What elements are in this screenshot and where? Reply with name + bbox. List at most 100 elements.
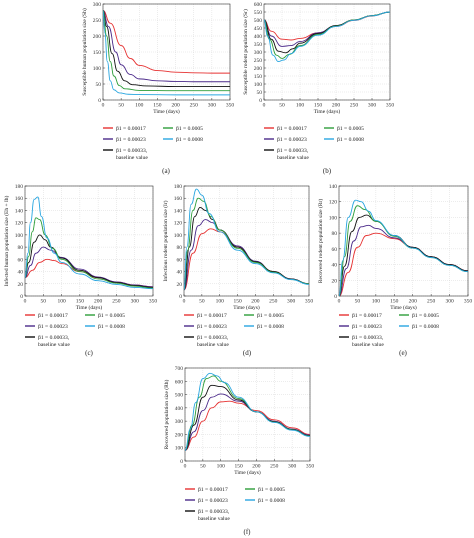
y-tick-label: 0 bbox=[98, 98, 101, 104]
x-tick-label: 50 bbox=[279, 103, 285, 109]
legend-entry: β1 = 0.0005 bbox=[245, 487, 285, 493]
series-line-3 bbox=[185, 384, 310, 451]
y-tick-label: 40 bbox=[332, 263, 338, 269]
x-tick-label: 50 bbox=[355, 299, 361, 305]
x-axis-label: Time (days) bbox=[76, 304, 103, 311]
legend-label-sub: baseline value bbox=[277, 155, 309, 161]
plot-frame bbox=[338, 185, 469, 297]
chart-panel-a: 0 50 100 150 200 250 300 350 0 50 100 150 200 250 300 T… bbox=[81, 2, 234, 175]
legend-label: β1 = 0.00023 bbox=[352, 324, 382, 330]
x-tick-label: 0 bbox=[102, 103, 105, 109]
y-axis-label: Recovered population size (Rh) bbox=[163, 379, 170, 449]
legend-label-sub: baseline value bbox=[38, 342, 70, 348]
x-tick-label: 250 bbox=[350, 103, 359, 109]
legend-label: β1 = 0.0005 bbox=[98, 313, 125, 319]
x-tick-label: 200 bbox=[94, 299, 103, 305]
y-axis-label: Infected human population size (Eh + Ih) bbox=[3, 195, 10, 286]
x-tick-label: 50 bbox=[41, 299, 47, 305]
y-tick-label: 250 bbox=[254, 58, 263, 64]
x-tick-label: 300 bbox=[288, 464, 297, 470]
legend-label: β1 = 0.00017 bbox=[197, 313, 227, 319]
legend-entry: β1 = 0.0005 bbox=[244, 313, 284, 319]
series-line-1 bbox=[185, 400, 310, 451]
y-tick-label: 150 bbox=[254, 74, 263, 80]
legend-label: β1 = 0.00017 bbox=[116, 126, 146, 132]
y-tick-label: 100 bbox=[329, 215, 338, 221]
legend-label: β1 = 0.00017 bbox=[352, 313, 382, 319]
x-axis-label: Time (days) bbox=[390, 304, 417, 311]
y-tick-label: 80 bbox=[18, 245, 24, 251]
chart-panel-c: 0 50 100 150 200 250 300 350 0 20 40 60 80 100 120 140 1… bbox=[3, 184, 157, 357]
y-tick-label: 80 bbox=[177, 245, 183, 251]
y-tick-label: 300 bbox=[93, 2, 102, 8]
legend-entry: β1 = 0.00033,baseline value bbox=[25, 335, 70, 348]
x-tick-label: 100 bbox=[135, 103, 144, 109]
x-tick-label: 0 bbox=[263, 103, 266, 109]
chart-panel-b: 0 50 100 150 200 250 300 350 0 50 100 150 200 250 300 3… bbox=[242, 2, 394, 175]
x-tick-label: 300 bbox=[368, 103, 377, 109]
series-line-3 bbox=[184, 206, 309, 291]
legend-label: β1 = 0.0005 bbox=[176, 126, 203, 132]
panel-label: (c) bbox=[85, 349, 93, 357]
legend-entry: β1 = 0.00017 bbox=[184, 313, 227, 319]
legend-label: β1 = 0.00017 bbox=[38, 313, 68, 319]
legend-entry: β1 = 0.00023 bbox=[103, 137, 146, 143]
y-tick-label: 500 bbox=[254, 18, 263, 24]
y-axis-label: Susceptible human population size (Sh) bbox=[81, 8, 88, 96]
legend-label: β1 = 0.00023 bbox=[116, 137, 146, 143]
x-tick-label: 150 bbox=[390, 299, 399, 305]
series-line-1 bbox=[103, 9, 230, 74]
legend-label: β1 = 0.00023 bbox=[38, 324, 68, 330]
x-tick-label: 350 bbox=[464, 299, 473, 305]
y-tick-label: 140 bbox=[174, 208, 183, 214]
y-axis-label: Infectious rodent population size (Ir) bbox=[162, 200, 169, 281]
panel-label: (b) bbox=[323, 167, 332, 175]
y-tick-label: 100 bbox=[15, 233, 24, 239]
y-tick-label: 0 bbox=[20, 294, 23, 300]
y-tick-label: 100 bbox=[175, 446, 184, 452]
x-tick-label: 350 bbox=[306, 464, 315, 470]
series-line-2 bbox=[25, 246, 153, 288]
legend-entry: β1 = 0.00023 bbox=[25, 324, 68, 330]
series-line-2 bbox=[185, 393, 310, 451]
y-tick-label: 160 bbox=[15, 196, 24, 202]
x-tick-label: 150 bbox=[234, 464, 243, 470]
y-axis-label: Recovered rodent population size (Rr) bbox=[317, 199, 324, 283]
series-line-4 bbox=[339, 205, 468, 296]
legend-entry: β1 = 0.0005 bbox=[163, 126, 203, 132]
y-tick-label: 20 bbox=[332, 278, 338, 284]
legend-entry: β1 = 0.00023 bbox=[185, 498, 228, 504]
y-axis-label: Susceptible rodent population size (Sr) bbox=[242, 9, 249, 95]
x-tick-label: 200 bbox=[251, 299, 260, 305]
legend-label-sub: baseline value bbox=[352, 342, 384, 348]
x-tick-label: 250 bbox=[270, 464, 279, 470]
legend-label: β1 = 0.0005 bbox=[257, 313, 284, 319]
x-tick-label: 300 bbox=[445, 299, 454, 305]
series-line-4 bbox=[103, 9, 230, 92]
legend-entry: β1 = 0.00023 bbox=[184, 324, 227, 330]
legend-entry: β1 = 0.00033,baseline value bbox=[339, 335, 384, 348]
legend-entry: β1 = 0.00017 bbox=[264, 126, 307, 132]
x-tick-label: 350 bbox=[149, 299, 158, 305]
series-line-5 bbox=[103, 9, 230, 96]
x-tick-label: 300 bbox=[208, 103, 217, 109]
panel-label: (d) bbox=[243, 349, 252, 357]
series-line-3 bbox=[25, 234, 153, 288]
plot-frame bbox=[102, 3, 231, 101]
y-tick-label: 40 bbox=[18, 270, 24, 276]
legend-label: β1 = 0.00023 bbox=[198, 498, 228, 504]
y-tick-label: 20 bbox=[18, 282, 24, 288]
legend-label: β1 = 0.0008 bbox=[258, 498, 285, 504]
legend-entry: β1 = 0.0008 bbox=[399, 324, 439, 330]
y-tick-label: 140 bbox=[15, 208, 24, 214]
legend-entry: β1 = 0.0005 bbox=[399, 313, 439, 319]
x-tick-label: 300 bbox=[131, 299, 140, 305]
y-tick-label: 80 bbox=[332, 231, 338, 237]
legend-label: β1 = 0.00023 bbox=[197, 324, 227, 330]
legend-label: β1 = 0.00033, bbox=[277, 148, 309, 154]
legend-label-sub: baseline value bbox=[197, 342, 229, 348]
x-axis-label: Time (days) bbox=[314, 108, 341, 115]
y-tick-label: 600 bbox=[254, 2, 263, 8]
x-tick-label: 350 bbox=[305, 299, 314, 305]
